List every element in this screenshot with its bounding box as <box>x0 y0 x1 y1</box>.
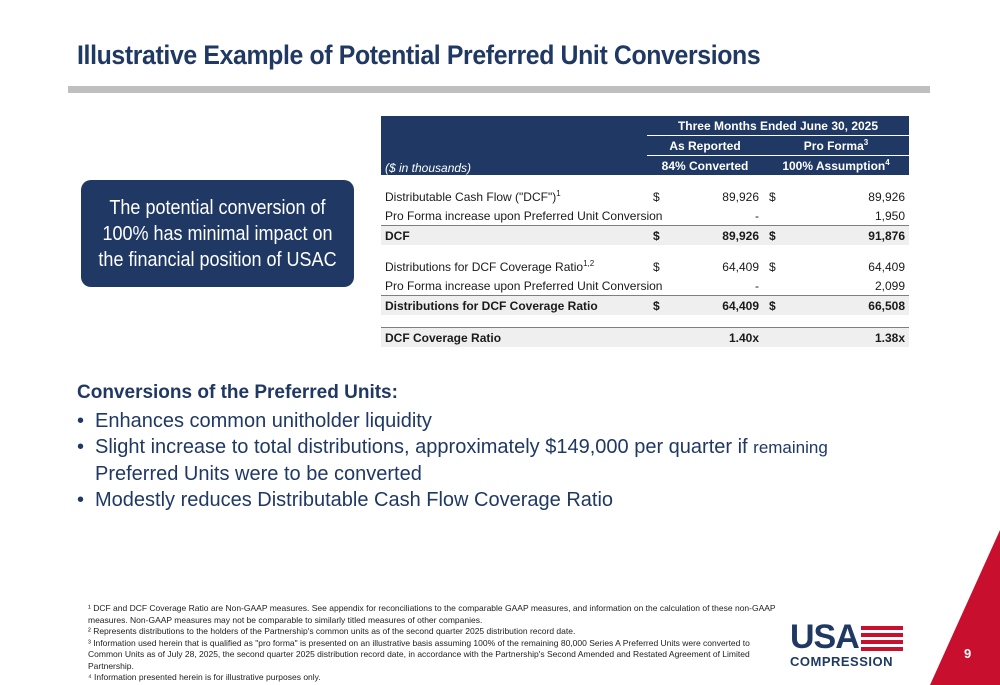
callout-box: The potential conversion of 100% has min… <box>81 180 354 287</box>
table-row-total: DCF $ 89,926 $ 91,876 <box>381 225 909 245</box>
col-pro-forma-header: Pro Forma3 <box>763 135 909 156</box>
list-item: • Modestly reduces Distributable Cash Fl… <box>77 489 614 511</box>
footnote-3: ³ Information used herein that is qualif… <box>88 637 750 671</box>
table-header-row-period: Three Months Ended June 30, 2025 <box>381 116 909 136</box>
logo-stripes-icon <box>861 626 903 654</box>
list-item: • Slight increase to total distributions… <box>77 436 828 485</box>
footnote-1: ¹ DCF and DCF Coverage Ratio are Non-GAA… <box>88 603 776 625</box>
table-row: Distributable Cash Flow ("DCF")1 $ 89,92… <box>381 187 909 206</box>
bullet-icon: • <box>77 436 85 458</box>
table-header-row-sub: ($ in thousands) 84% Converted 100% Assu… <box>381 155 909 175</box>
row-label: Pro Forma increase upon Preferred Unit C… <box>385 208 663 223</box>
table-row-total: Distributions for DCF Coverage Ratio $ 6… <box>381 295 909 315</box>
table-row: Distributions for DCF Coverage Ratio1,2 … <box>381 257 909 276</box>
units-label: ($ in thousands) <box>381 155 647 175</box>
footnotes: ¹ DCF and DCF Coverage Ratio are Non-GAA… <box>88 603 778 684</box>
page-title: Illustrative Example of Potential Prefer… <box>77 40 761 70</box>
conversions-list: • Enhances common unitholder liquidity •… <box>77 408 828 513</box>
logo-compression-text: COMPRESSION <box>790 654 894 669</box>
table-row: Pro Forma increase upon Preferred Unit C… <box>381 206 909 226</box>
bullet-icon: • <box>77 410 85 432</box>
financial-table: Three Months Ended June 30, 2025 As Repo… <box>381 116 909 347</box>
table-row: Pro Forma increase upon Preferred Unit C… <box>381 276 909 296</box>
callout-text: The potential conversion of 100% has min… <box>98 196 337 271</box>
col-100-assumption: 100% Assumption4 <box>763 155 909 175</box>
row-label: Distributions for DCF Coverage Ratio1,2 <box>385 259 595 274</box>
footnote-2: ² Represents distributions to the holder… <box>88 626 576 636</box>
table-header-row-cols: As Reported Pro Forma3 <box>381 135 909 156</box>
conversions-section: Conversions of the Preferred Units: • En… <box>77 382 828 513</box>
title-divider <box>68 86 930 93</box>
col-84-converted: 84% Converted <box>647 155 763 175</box>
period-header: Three Months Ended June 30, 2025 <box>647 116 909 136</box>
bullet-icon: • <box>77 489 85 511</box>
list-item: • Enhances common unitholder liquidity <box>77 410 432 432</box>
conversions-heading: Conversions of the Preferred Units: <box>77 382 398 403</box>
row-label: Distributions for DCF Coverage Ratio <box>381 295 647 315</box>
row-label: Pro Forma increase upon Preferred Unit C… <box>385 278 663 293</box>
footnote-4: ⁴ Information presented herein is for il… <box>88 672 321 682</box>
row-label: Distributable Cash Flow ("DCF")1 <box>385 189 561 204</box>
table-row-ratio: DCF Coverage Ratio 1.40x 1.38x <box>381 327 909 347</box>
page-number: 9 <box>964 646 972 661</box>
usa-compression-logo: USA COMPRESSION <box>790 618 903 669</box>
row-label: DCF Coverage Ratio <box>381 327 647 347</box>
col-as-reported-header: As Reported <box>647 135 763 156</box>
logo-usa-text: USA <box>790 618 860 656</box>
row-label: DCF <box>381 225 647 245</box>
corner-accent-shape <box>930 530 1000 685</box>
